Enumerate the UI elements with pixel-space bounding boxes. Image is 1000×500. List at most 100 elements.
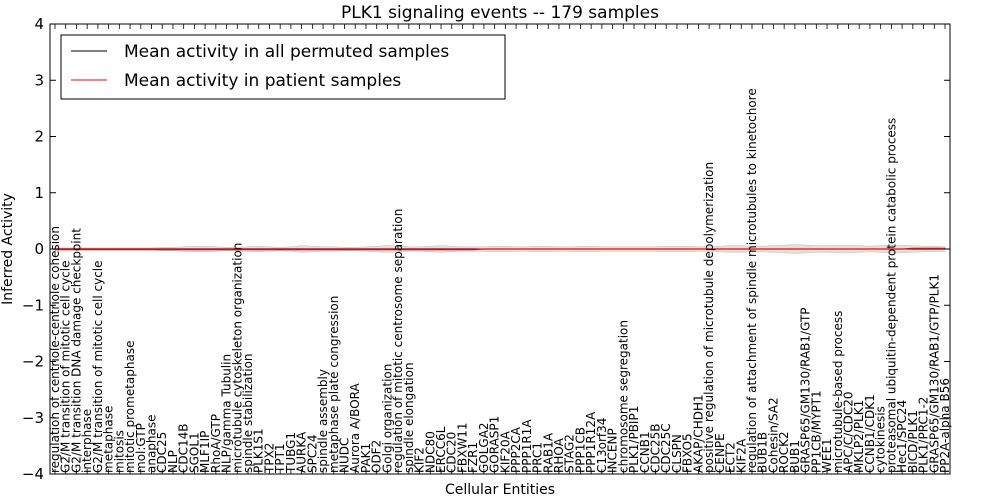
x-tick-label: GRASP65/GM130/RAB1/GTP — [799, 307, 813, 473]
x-tick-label: cytokinesis — [874, 406, 888, 473]
series-line-patient — [55, 247, 945, 251]
x-tick-label: PAK1 — [359, 443, 373, 473]
x-tick-label: mol:GTP — [134, 423, 148, 473]
x-tick-label: NDC80 — [423, 431, 437, 473]
x-tick-label: INCENP — [606, 428, 620, 473]
x-tick-label: MKLP2/PLK1 — [852, 400, 866, 473]
x-tick-label: CDC25B — [649, 424, 663, 474]
x-tick-label: GRASP65/GM130/RAB1/GTP/PLK1 — [927, 274, 941, 473]
x-tick-label: BICD/PLK1 — [906, 410, 920, 473]
x-tick-label: KIF20A — [498, 430, 512, 473]
axis-ticks: 4 3 2 1 0 −1 −2 −3 −4 — [22, 15, 950, 483]
x-tick-label: RhoA/GTP — [209, 414, 223, 473]
x-tick-label: metaphase plate congression — [327, 296, 341, 473]
x-tick-label: PLK1/PBIP1 — [627, 406, 641, 473]
x-tick-label: RHOA — [552, 437, 566, 473]
x-tick-label: APC/C/CDC20 — [842, 391, 856, 473]
x-tick-label: STAG2 — [563, 434, 577, 473]
x-tick-label: ERCC6L — [434, 426, 448, 473]
x-tick-label: BUB1B — [756, 432, 770, 473]
x-tick-label: PPP1CB — [573, 427, 587, 473]
x-tick-label: Aurora A/BORA — [348, 383, 362, 473]
legend-label-patient: Mean activity in patient samples — [124, 71, 401, 91]
x-tick-label: PLK1/PRC1-2 — [917, 397, 931, 473]
y-tick-label: −2 — [22, 353, 44, 371]
x-tick-label: regulation of attachment of spindle micr… — [745, 88, 759, 473]
x-tick-label: microtubule cytoskeleton organization — [230, 243, 244, 473]
x-tick-label: KIF2 — [413, 447, 427, 473]
x-tick-label: G2/M transition DNA damage checkpoint — [69, 228, 83, 473]
x-tick-label: AKAP/CHDH1 — [691, 394, 705, 473]
y-tick-label: −4 — [22, 465, 44, 483]
x-tick-label: mitosis — [112, 430, 126, 473]
x-tick-label: AURKA — [295, 431, 309, 473]
x-tick-label: RAB1A — [541, 432, 555, 473]
x-tick-label: regulation of centriole-centriole cohesi… — [48, 226, 62, 473]
y-axis-label: Inferred Activity — [0, 193, 16, 305]
x-tick-label: GOLGA2 — [477, 422, 491, 473]
x-tick-label: spindle elongation — [402, 362, 416, 473]
y-tick-label: 1 — [34, 184, 44, 202]
x-tick-label: mitotic prometaphase — [123, 341, 137, 474]
x-tick-label: proteasomal ubiquitin-dependent protein … — [884, 118, 898, 473]
x-tick-label: positive regulation of microtubule depol… — [702, 162, 716, 473]
x-tick-label: regulation of mitotic centrosome separat… — [391, 209, 405, 473]
x-tick-label: SPC24 — [305, 434, 319, 473]
x-tick-label: ODF2 — [370, 440, 384, 473]
x-tick-label: C13orf34 — [595, 418, 609, 473]
legend: Mean activity in all permuted samples Me… — [60, 34, 506, 100]
x-tick-label: BUB1 — [788, 440, 802, 473]
x-tick-label: CENPE — [713, 433, 727, 473]
x-tick-label: CDC25C — [659, 423, 673, 473]
x-tick-label: CLSPN — [670, 434, 684, 473]
y-tick-label: −1 — [22, 296, 44, 314]
x-tick-label: Cohesin/SA2 — [766, 397, 780, 473]
x-tick-label: MLF1IP — [198, 431, 212, 473]
x-tick-label: PPP2CA — [509, 426, 523, 473]
x-tick-label: WEE1 — [820, 438, 834, 473]
x-tick-label: PPP1R1A — [520, 419, 534, 473]
x-tick-label: CCNB1 — [638, 431, 652, 473]
x-tick-label: PLK1S1 — [252, 428, 266, 473]
x-tick-label: TPX2 — [263, 443, 277, 474]
x-tick-label: G2/M transition of mitotic cell cycle — [91, 260, 105, 473]
y-tick-label: 0 — [34, 240, 44, 258]
x-tick-label: CDC14B — [177, 424, 191, 474]
x-tick-label: SGOL1 — [187, 432, 201, 473]
x-tick-label: CCNB1/CDK1 — [863, 394, 877, 473]
x-tick-label: NUDC — [338, 438, 352, 473]
legend-label-permuted: Mean activity in all permuted samples — [124, 42, 449, 62]
x-axis-label: Cellular Entities — [445, 482, 555, 498]
x-tick-label: interphase — [80, 409, 94, 473]
x-tick-label: G2/M transition of mitotic cell cycle — [59, 260, 73, 473]
x-tick-label: NLP/gamma Tubulin — [220, 354, 234, 473]
x-tick-label: CDC20 — [445, 432, 459, 473]
x-tick-label: PP2A-alpha B56 — [938, 378, 952, 473]
x-tick-label: PP1CB/MYPT1 — [809, 390, 823, 473]
x-tick-label: spindle stabilization — [241, 353, 255, 473]
x-tick-label: spindle assembly — [316, 369, 330, 473]
y-tick-label: 2 — [34, 128, 44, 146]
x-tick-label: ROCK2 — [777, 431, 791, 473]
x-tick-label: TPT1 — [273, 443, 287, 474]
y-tick-label: −3 — [22, 409, 44, 427]
legend-box — [60, 34, 506, 100]
x-tick-label: ECT2 — [724, 442, 738, 473]
x-tick-label: chromosome segregation — [616, 320, 630, 473]
x-tick-label: GORASP1 — [488, 416, 502, 473]
series-lines — [55, 247, 945, 251]
x-tick-label: FZR1 — [466, 442, 480, 473]
x-tick-label: Golgi organization — [380, 364, 394, 473]
x-tick-label: Hec1/SPC24 — [895, 400, 909, 473]
x-tick-label: FBXO5 — [681, 433, 695, 473]
x-tick-labels: regulation of centriole-centriole cohesi… — [48, 88, 952, 474]
x-tick-label: PRC1 — [531, 442, 545, 473]
x-tick-label: CDC25 — [155, 432, 169, 473]
y-tick-label: 4 — [34, 15, 44, 33]
x-tick-label: KIF2A — [734, 438, 748, 473]
chart-title: PLK1 signaling events -- 179 samples — [341, 3, 659, 23]
x-tick-label: FBXW11 — [456, 423, 470, 474]
x-tick-label: anaphase — [145, 414, 159, 473]
x-tick-label: PPP1R12A — [584, 411, 598, 473]
